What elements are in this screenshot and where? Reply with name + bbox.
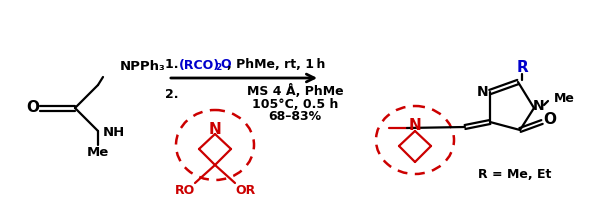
Text: O: O <box>544 112 557 126</box>
Text: , PhMe, rt, 1 h: , PhMe, rt, 1 h <box>227 59 325 72</box>
Text: 1.: 1. <box>165 59 183 72</box>
Text: Me: Me <box>87 146 109 160</box>
Text: O: O <box>220 59 231 72</box>
Text: N: N <box>208 121 221 137</box>
Text: O: O <box>26 101 39 116</box>
Text: N: N <box>408 119 421 134</box>
Text: MS 4 Å, PhMe: MS 4 Å, PhMe <box>247 84 343 98</box>
Text: RO: RO <box>175 184 195 198</box>
Text: NH: NH <box>103 126 125 140</box>
Text: NPPh₃: NPPh₃ <box>120 61 166 74</box>
Text: Me: Me <box>554 92 575 104</box>
Text: R = Me, Et: R = Me, Et <box>478 168 552 182</box>
Text: R: R <box>516 60 528 75</box>
Text: 2: 2 <box>215 62 221 72</box>
Text: OR: OR <box>235 184 255 198</box>
Text: N: N <box>533 99 545 113</box>
Text: N: N <box>477 85 489 99</box>
Text: 2.: 2. <box>165 87 178 101</box>
Text: 105°C, 0.5 h: 105°C, 0.5 h <box>252 98 338 110</box>
Text: (RCO): (RCO) <box>179 59 220 72</box>
Text: 68–83%: 68–83% <box>268 110 322 123</box>
